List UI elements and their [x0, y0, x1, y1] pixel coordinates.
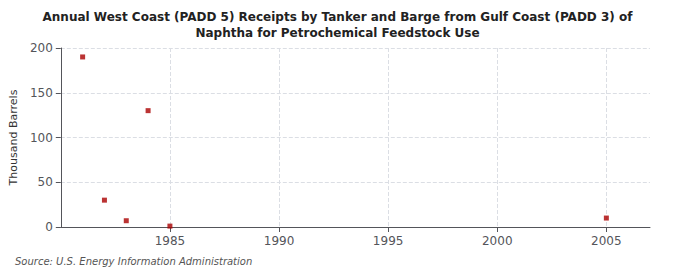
svg-text:Naphtha for Petrochemical Feed: Naphtha for Petrochemical Feedstock Use: [195, 26, 479, 40]
svg-text:1990: 1990: [264, 234, 295, 248]
svg-text:Thousand Barrels: Thousand Barrels: [7, 89, 20, 186]
svg-text:2000: 2000: [482, 234, 513, 248]
svg-text:Source: U.S. Energy Informatio: Source: U.S. Energy Information Administ…: [15, 256, 252, 267]
svg-text:1985: 1985: [155, 234, 186, 248]
svg-text:1995: 1995: [373, 234, 404, 248]
svg-text:2005: 2005: [591, 234, 622, 248]
svg-text:50: 50: [38, 175, 53, 189]
svg-text:0: 0: [45, 220, 53, 234]
svg-text:150: 150: [30, 86, 53, 100]
svg-text:100: 100: [30, 131, 53, 145]
svg-text:200: 200: [30, 41, 53, 55]
svg-text:Annual West Coast (PADD 5) Rec: Annual West Coast (PADD 5) Receipts by T…: [43, 10, 634, 24]
